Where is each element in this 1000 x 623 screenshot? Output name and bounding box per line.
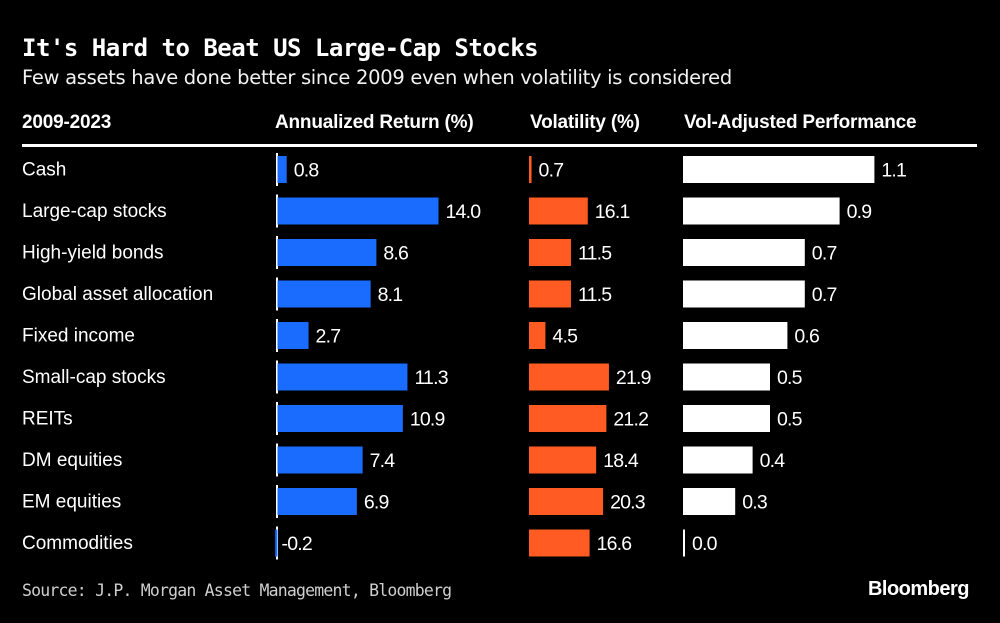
- category-label: EM equities: [22, 492, 121, 513]
- bar-volatility: [529, 488, 604, 515]
- category-label: REITs: [22, 409, 73, 430]
- data-label-volatility: 4.5: [552, 326, 578, 348]
- data-label-volatility: 11.5: [578, 243, 612, 265]
- data-label-return: 8.6: [383, 243, 408, 265]
- bar-vol-adjusted: [683, 156, 875, 183]
- data-label-vol-adjusted: 0.7: [812, 284, 837, 306]
- chart-subtitle: Few assets have done better since 2009 e…: [22, 66, 732, 89]
- return-axis-tick: [276, 485, 278, 518]
- bar-return: [277, 446, 363, 474]
- header-divider: [22, 144, 977, 147]
- bar-return: [277, 363, 408, 391]
- category-label: Cash: [22, 160, 66, 181]
- bar-vol-adjusted: [683, 488, 736, 515]
- bar-volatility: [529, 363, 609, 391]
- return-axis-tick: [276, 443, 278, 477]
- bar-volatility: [529, 322, 546, 349]
- bar-return: [277, 156, 287, 183]
- data-label-return: 11.3: [414, 367, 447, 389]
- data-label-return: 0.8: [294, 160, 319, 182]
- data-label-volatility: 11.5: [578, 284, 612, 306]
- data-label-volatility: 20.3: [610, 492, 645, 514]
- category-label: Fixed income: [22, 326, 135, 347]
- source-note: Source: J.P. Morgan Asset Management, Bl…: [22, 581, 452, 600]
- data-label-vol-adjusted: 1.1: [881, 160, 906, 182]
- bar-volatility: [529, 197, 588, 225]
- data-label-vol-adjusted: 0.4: [760, 450, 786, 472]
- data-label-volatility: 21.9: [616, 367, 651, 389]
- data-label-volatility: 16.6: [597, 533, 632, 555]
- data-label-volatility: 18.4: [603, 450, 639, 472]
- data-label-vol-adjusted: 0.7: [812, 243, 837, 265]
- category-label: Small-cap stocks: [22, 367, 166, 388]
- data-label-volatility: 16.1: [595, 201, 630, 223]
- period-header: 2009-2023: [22, 112, 112, 133]
- bar-vol-adjusted: [683, 280, 805, 308]
- data-label-vol-adjusted: 0.6: [794, 326, 819, 348]
- category-label: High-yield bonds: [22, 243, 164, 264]
- bar-volatility: [529, 156, 532, 183]
- bar-return: [277, 322, 309, 349]
- data-label-vol-adjusted: 0.5: [777, 367, 803, 389]
- data-label-return: 14.0: [446, 201, 482, 223]
- data-label-vol-adjusted: 0.0: [692, 533, 718, 555]
- return-axis-tick: [276, 319, 278, 352]
- bar-volatility: [529, 529, 590, 557]
- bar-vol-adjusted: [683, 239, 805, 266]
- bar-volatility: [529, 405, 607, 432]
- data-label-return: -0.2: [282, 533, 312, 555]
- data-label-return: 10.9: [410, 409, 445, 431]
- bar-return: [277, 488, 357, 515]
- bar-volatility: [529, 239, 571, 266]
- bar-return: [277, 239, 377, 266]
- data-label-volatility: 0.7: [539, 160, 564, 182]
- category-label: DM equities: [22, 450, 122, 471]
- return-axis-tick: [276, 153, 278, 186]
- bar-vol-adjusted: [683, 197, 840, 225]
- data-label-return: 8.1: [378, 284, 403, 306]
- chart-title: It's Hard to Beat US Large-Cap Stocks: [22, 34, 539, 62]
- return-axis-tick: [276, 236, 278, 269]
- bar-vol-adjusted: [683, 405, 770, 432]
- bloomberg-logo: Bloomberg: [867, 578, 970, 600]
- bar-vol-adjusted: [683, 363, 770, 391]
- volatility-column-header: Volatility (%): [530, 112, 640, 133]
- data-label-vol-adjusted: 0.5: [777, 409, 803, 431]
- bar-return: [277, 405, 403, 432]
- data-label-return: 7.4: [370, 450, 396, 472]
- data-label-volatility: 21.2: [613, 409, 648, 431]
- data-label-return: 2.7: [316, 326, 341, 348]
- return-column-header: Annualized Return (%): [275, 112, 474, 133]
- bar-volatility: [529, 280, 571, 308]
- return-axis-tick: [276, 277, 278, 311]
- bar-return: [277, 197, 439, 225]
- category-label: Commodities: [22, 533, 133, 554]
- data-label-return: 6.9: [364, 492, 389, 514]
- data-label-vol-adjusted: 0.3: [742, 492, 767, 514]
- vol-adjusted-column-header: Vol-Adjusted Performance: [684, 112, 917, 133]
- bar-vol-adjusted: [683, 322, 788, 349]
- bar-return: [277, 280, 371, 308]
- category-label: Large-cap stocks: [22, 201, 167, 222]
- category-label: Global asset allocation: [22, 284, 213, 305]
- bar-vol-adjusted: [683, 446, 753, 474]
- return-axis-tick: [276, 402, 278, 435]
- bar-vol-adjusted: [683, 529, 685, 557]
- bar-volatility: [529, 446, 597, 474]
- data-label-vol-adjusted: 0.9: [847, 201, 872, 223]
- bar-return: [275, 529, 278, 557]
- return-axis-tick: [276, 194, 278, 228]
- return-axis-tick: [276, 360, 278, 394]
